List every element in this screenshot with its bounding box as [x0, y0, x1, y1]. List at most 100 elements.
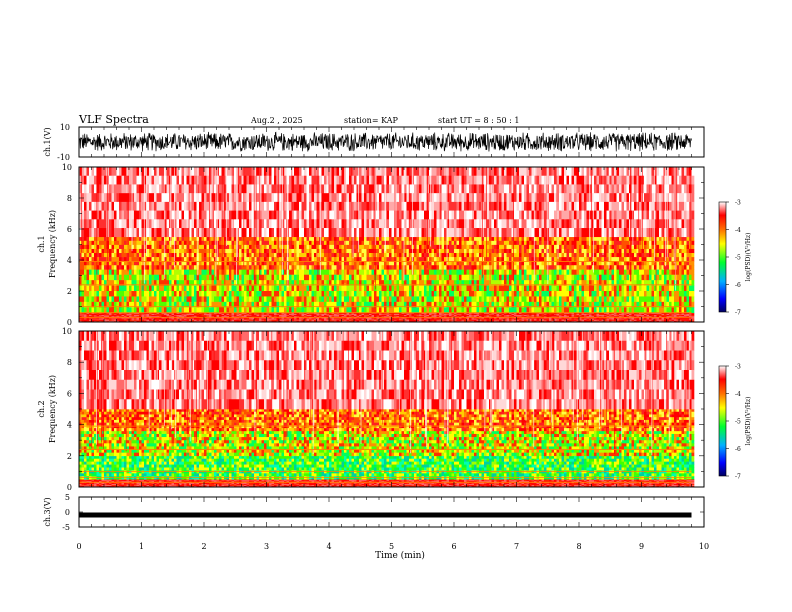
ch1-spectrogram-cell	[449, 274, 452, 281]
ch1-spectrogram-cell	[426, 269, 430, 276]
ch1-spectrogram-cell	[419, 296, 422, 303]
ch1-spectrogram-cell	[306, 240, 310, 246]
ch1-spectrogram-cell	[304, 320, 307, 322]
ch1-spectrogram-cell	[101, 248, 105, 254]
ch1-spectrogram-cell	[646, 312, 650, 315]
ch1-spectrogram-cell	[546, 316, 550, 318]
ch1-spectrogram-cell	[109, 316, 112, 318]
ch1-spectrogram-cell	[221, 236, 225, 242]
ch1-spectrogram-cell	[476, 313, 480, 316]
ch1-spectrogram-cell	[516, 280, 520, 286]
ch1-spectrogram-cell	[371, 244, 375, 250]
ch1-spectrogram-cell	[586, 319, 590, 322]
ch1-spectrogram-cell	[421, 320, 425, 322]
ch1-spectrogram-cell	[206, 315, 210, 317]
ch1-spectrogram-cell	[104, 236, 107, 242]
ch1-spectrogram-cell	[286, 315, 290, 317]
ch1-spectrogram-cell	[426, 291, 430, 297]
ch1-spectrogram-cell	[349, 248, 352, 254]
ch1-spectrogram-cell	[256, 301, 260, 308]
ch1-spectrogram-cell	[361, 274, 365, 281]
ch1-spectrogram-cell	[421, 318, 425, 320]
ch1-spectrogram-cell	[186, 269, 190, 276]
ch1-spectrogram-cell	[316, 320, 320, 322]
ch1-spectrogram-cell	[104, 291, 107, 297]
ch1-spectrogram-cell	[134, 319, 137, 322]
ch1-spectrogram-cell	[254, 316, 257, 318]
ch1-spectrogram-cell	[111, 296, 115, 303]
ch1-spectrogram-cell	[294, 240, 297, 246]
ch1-spectrogram-cell	[659, 319, 662, 322]
ch1-spectrogram-cell	[84, 240, 87, 246]
ch1-spectrogram-cell	[576, 291, 580, 297]
ch1-spectrogram-cell	[419, 269, 422, 276]
ch1-spectrogram-cell	[154, 291, 157, 297]
ch1-spectrogram-cell	[541, 291, 545, 297]
ch1-spectrogram-cell	[434, 269, 437, 276]
ch1-spectrogram-cell	[451, 316, 455, 318]
ch1-spectrogram-cell	[91, 257, 95, 262]
ch1-spectrogram-cell	[316, 312, 320, 315]
ch1-spectrogram-cell	[154, 307, 157, 314]
ch1-spectrogram-cell	[329, 317, 332, 319]
ch1-spectrogram-cell	[356, 257, 360, 262]
ch1-spectrogram-cell	[249, 285, 252, 292]
ch1-spectrogram-cell	[296, 240, 300, 246]
ch1-spectrogram-cell	[221, 318, 225, 320]
ch1-spectrogram-cell	[271, 291, 275, 297]
ch1-spectrogram-cell	[619, 285, 622, 292]
ch1-spectrogram-cell	[629, 318, 632, 320]
ch1-spectrogram-cell	[566, 291, 570, 297]
ch1-spectrogram-cell	[139, 312, 142, 315]
ch1-spectrogram-cell	[326, 269, 330, 276]
ch1-spectrogram-cell	[129, 315, 132, 317]
ch1-spectrogram-cell	[614, 307, 617, 314]
ch1-spectrogram-cell	[314, 315, 317, 317]
ch1-spectrogram-cell	[566, 301, 570, 308]
ch1-spectrogram-cell	[164, 291, 167, 297]
ch1-spectrogram-cell	[189, 313, 192, 316]
ch1-spectrogram-cell	[436, 285, 440, 292]
ch1-spectrogram-cell	[366, 248, 370, 254]
ch1-spectrogram-cell	[266, 313, 270, 316]
ch1-spectrogram-cell	[429, 285, 432, 292]
ch1-spectrogram-cell	[189, 240, 192, 246]
ch1-spectrogram-cell	[429, 317, 432, 319]
ch1-spectrogram-cell	[169, 313, 172, 316]
ch1-spectrogram-cell	[236, 317, 240, 319]
ch1-spectrogram-cell	[279, 301, 282, 308]
ch1-spectrogram-cell	[204, 313, 207, 316]
ch1-spectrogram-cell	[411, 307, 415, 314]
ch1-spectrogram-cell	[344, 257, 347, 262]
ch1-spectrogram-cell	[546, 317, 550, 319]
ch1-spectrogram-cell	[626, 320, 630, 322]
ch1-spectrogram-cell	[179, 301, 182, 308]
ch1-spectrogram-cell	[646, 291, 650, 297]
ch1-spectrogram-cell	[134, 248, 137, 254]
ch1-spectrogram-cell	[229, 240, 232, 246]
ch1-spectrogram-cell	[244, 261, 247, 266]
ch1-spectrogram-cell	[114, 296, 117, 303]
ch1-spectrogram-cell	[689, 312, 692, 315]
ch1-spectrogram-cell	[456, 307, 460, 314]
ch1-spectrogram-cell	[361, 319, 365, 322]
ch1-spectrogram-cell	[434, 317, 437, 319]
ch1-spectrogram-cell	[226, 319, 230, 322]
ch1-spectrogram-cell	[551, 280, 555, 286]
ch1-spectrogram-cell	[301, 315, 305, 317]
ch1-spectrogram-cell	[246, 240, 250, 246]
ch1-spectrogram-cell	[221, 296, 225, 303]
ch1-spectrogram-cell	[411, 316, 415, 318]
ch1-spectrogram-cell	[79, 301, 82, 308]
ch1-spectrogram-cell	[296, 285, 300, 292]
ch1-spectrogram-cell	[451, 274, 455, 281]
ch1-spectrogram-cell	[114, 240, 117, 246]
ch1-spectrogram-cell	[354, 253, 357, 258]
ch1-spectrogram-cell	[176, 257, 180, 262]
ch1-spectrogram-cell	[259, 296, 262, 303]
ch1-spectrogram-cell	[444, 280, 447, 286]
ch1-spectrogram-cell	[336, 244, 340, 250]
ch1-spectrogram-cell	[606, 296, 610, 303]
ch1-spectrogram-cell	[651, 316, 655, 318]
ch1-spectrogram-cell	[376, 318, 380, 320]
